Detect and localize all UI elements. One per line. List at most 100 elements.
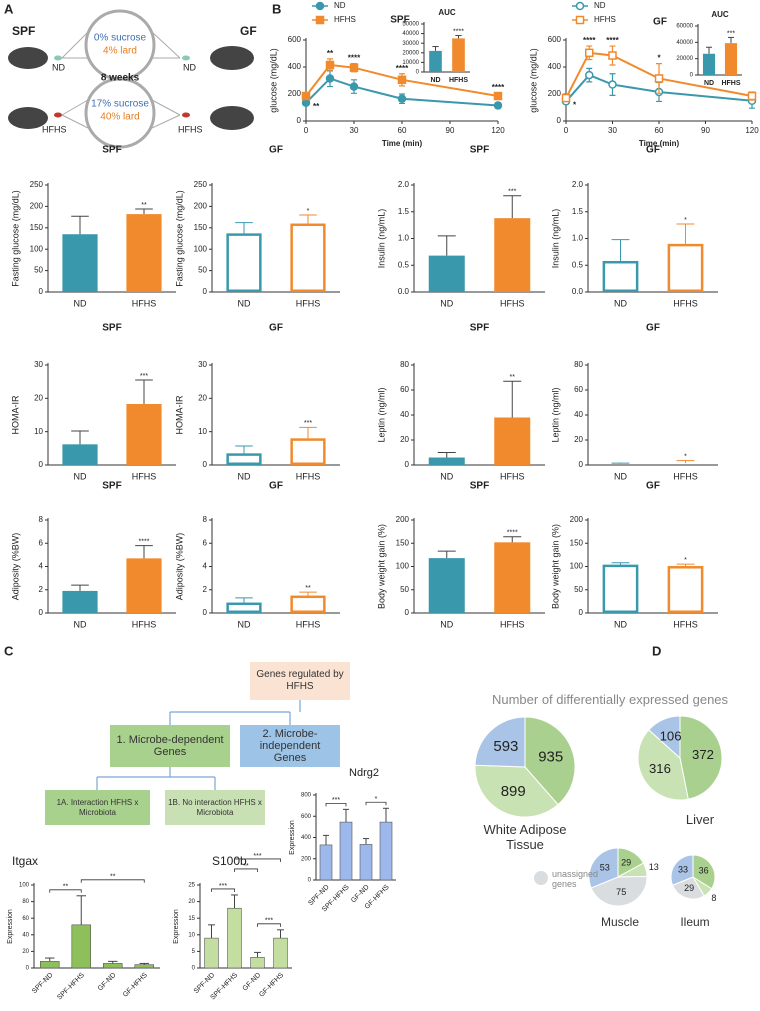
- chart-title: SPF: [390, 15, 409, 26]
- y-tick-label: 20: [574, 435, 583, 444]
- x-tick-label: 60: [398, 126, 407, 135]
- y-tick-label: 0.0: [572, 287, 584, 296]
- significance: **: [141, 202, 147, 209]
- x-tick-label: HFHS: [500, 298, 525, 308]
- x-tick-label: HFHS: [132, 619, 157, 629]
- bar: [319, 844, 333, 881]
- chart-title: GF: [269, 145, 283, 156]
- y-tick-label: 60: [22, 916, 29, 922]
- significance: *: [684, 557, 687, 564]
- x-tick-label: ND: [238, 619, 251, 629]
- y-tick-label: 2: [39, 585, 44, 594]
- y-tick-label: 1.5: [572, 207, 584, 216]
- mouse: [8, 47, 48, 69]
- bar: [602, 260, 639, 293]
- legend-marker: [315, 15, 325, 25]
- marker: [585, 70, 594, 80]
- marker: [493, 91, 503, 101]
- y-tick-label: 50: [400, 585, 409, 594]
- y-tick-label: 0.0: [398, 287, 410, 296]
- sucrose-label: 17% sucrose: [91, 99, 149, 110]
- bar: [702, 53, 716, 75]
- significance: ***: [332, 797, 340, 804]
- chart-title: SPF: [470, 481, 489, 492]
- y-axis-label: Leptin (ng/ml): [376, 387, 386, 442]
- y-tick-label: 2.0: [398, 180, 410, 189]
- x-tick-label: SPF-ND: [31, 972, 54, 995]
- y-tick-label: 10: [188, 932, 195, 938]
- x-tick-label: 30: [350, 126, 359, 135]
- tree-node: Genes regulated by HFHS: [250, 662, 350, 700]
- y-axis-label: Leptin (ng/ml): [550, 387, 560, 442]
- y-tick-label: 1.0: [398, 234, 410, 243]
- significance: *: [307, 208, 310, 215]
- y-axis-label: Expression: [289, 820, 296, 855]
- x-tick-label: GF-HFHS: [258, 972, 285, 999]
- y-tick-label: 40: [574, 410, 583, 419]
- y-tick-label: 200: [288, 89, 302, 98]
- bar: [429, 50, 442, 72]
- legend-marker: [575, 15, 585, 25]
- x-tick-label: 0: [304, 126, 309, 135]
- y-tick-label: 60: [400, 385, 409, 394]
- legend-label: HFHS: [334, 15, 356, 24]
- y-tick-label: 0: [405, 460, 410, 469]
- x-tick-label: ND: [238, 471, 251, 481]
- panel-label: B: [272, 1, 281, 16]
- significance: *: [684, 453, 687, 460]
- y-tick-label: 10: [198, 427, 207, 436]
- y-axis-label: Body weight gain (%): [376, 524, 386, 609]
- bar: [359, 844, 373, 881]
- x-tick-label: 90: [446, 126, 455, 135]
- bar: [204, 937, 219, 969]
- pellet: [54, 112, 62, 118]
- panel-label: D: [652, 643, 661, 658]
- pie-slice: [670, 854, 694, 886]
- x-tick-label: HFHS: [296, 298, 321, 308]
- x-tick-label: HFHS: [673, 619, 698, 629]
- connector: [61, 31, 89, 59]
- chart-title: SPF: [102, 481, 121, 492]
- x-tick-label: HFHS: [132, 298, 157, 308]
- y-tick-label: 50000: [402, 22, 419, 28]
- y-tick-label: 2: [203, 585, 208, 594]
- y-tick-label: 0: [203, 608, 208, 617]
- bar: [428, 558, 465, 613]
- bar: [339, 821, 353, 881]
- y-axis-label: glucose (mg/dL): [268, 48, 278, 113]
- y-tick-label: 0: [416, 70, 420, 76]
- y-tick-label: 0: [308, 878, 312, 884]
- marker: [397, 75, 407, 85]
- y-tick-label: 400: [548, 62, 562, 71]
- chart-title: Ndrg2: [349, 767, 379, 779]
- slice-label: 13: [649, 862, 659, 872]
- bar: [250, 957, 265, 969]
- y-tick-label: 0: [203, 460, 208, 469]
- slice-label: 593: [493, 738, 518, 755]
- pie-slice: [648, 715, 681, 760]
- x-tick-label: ND: [614, 619, 627, 629]
- bar: [273, 937, 288, 969]
- legend-label: ND: [334, 1, 346, 10]
- slice-label: 33: [678, 865, 688, 875]
- marker: [608, 80, 617, 89]
- marker: [349, 82, 359, 91]
- y-tick-label: 0: [297, 116, 302, 125]
- legend-swatch: [534, 871, 548, 885]
- x-tick-label: ND: [440, 471, 453, 481]
- y-tick-label: 1.0: [572, 234, 584, 243]
- diet-circle: [84, 77, 156, 149]
- y-tick-label: 150: [194, 223, 208, 232]
- x-tick-label: GF-ND: [242, 972, 263, 993]
- x-tick-label: HFHS: [673, 471, 698, 481]
- chart-title: GF: [646, 481, 660, 492]
- bar: [126, 404, 162, 465]
- bar: [494, 417, 531, 465]
- x-tick-label: 120: [491, 126, 505, 135]
- significance: ***: [265, 918, 273, 925]
- y-tick-label: 200: [30, 202, 44, 211]
- chart-title: SPF: [102, 323, 121, 334]
- y-tick-label: 80: [400, 360, 409, 369]
- y-tick-label: 5: [192, 949, 196, 955]
